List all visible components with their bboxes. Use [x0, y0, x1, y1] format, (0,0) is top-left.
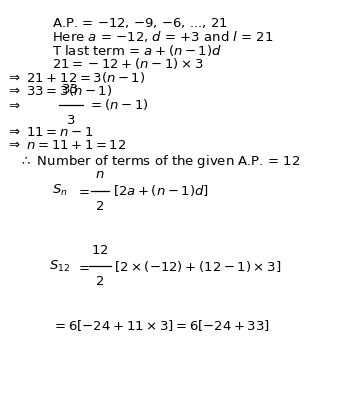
Text: $2$: $2$: [95, 200, 104, 213]
Text: 33: 33: [62, 83, 79, 96]
Text: $=$: $=$: [76, 184, 90, 197]
Text: $\Rightarrow$: $\Rightarrow$: [6, 98, 21, 111]
Text: 3: 3: [66, 114, 75, 127]
Text: $21 = -12 + (n - 1) \times 3$: $21 = -12 + (n - 1) \times 3$: [52, 56, 204, 71]
Text: $\Rightarrow$ $n = 11 + 1 = 12$: $\Rightarrow$ $n = 11 + 1 = 12$: [6, 139, 127, 152]
Text: $[2 \times (-12) + (12 - 1) \times 3]$: $[2 \times (-12) + (12 - 1) \times 3]$: [114, 259, 281, 274]
Text: Here $a$ = $-$12, $d$ = +3 and $l$ = 21: Here $a$ = $-$12, $d$ = +3 and $l$ = 21: [52, 29, 274, 44]
Text: $S_n$: $S_n$: [52, 183, 68, 198]
Text: $\Rightarrow$ $33 = 3(n - 1)$: $\Rightarrow$ $33 = 3(n - 1)$: [6, 83, 112, 98]
Text: $[2a + (n - 1)d]$: $[2a + (n - 1)d]$: [113, 183, 209, 198]
Text: $= (n - 1)$: $= (n - 1)$: [88, 97, 148, 112]
Text: $=$: $=$: [76, 259, 90, 273]
Text: A.P. = $-$12, $-$9, $-$6, ..., 21: A.P. = $-$12, $-$9, $-$6, ..., 21: [52, 16, 228, 30]
Text: $\Rightarrow$ $11 = n - 1$: $\Rightarrow$ $11 = n - 1$: [6, 126, 94, 139]
Text: $\Rightarrow$ $21 + 12 = 3(n - 1)$: $\Rightarrow$ $21 + 12 = 3(n - 1)$: [6, 70, 146, 85]
Text: $n$: $n$: [95, 168, 104, 181]
Text: $= 6[-24 + 11 \times 3] = 6[-24 + 33]$: $= 6[-24 + 11 \times 3] = 6[-24 + 33]$: [52, 318, 270, 334]
Text: $12$: $12$: [91, 244, 108, 257]
Text: $\therefore$ Number of terms of the given A.P. = 12: $\therefore$ Number of terms of the give…: [19, 153, 300, 170]
Text: T last term = $a + (n - 1)d$: T last term = $a + (n - 1)d$: [52, 43, 222, 58]
Text: $2$: $2$: [95, 275, 104, 288]
Text: $S_{12}$: $S_{12}$: [49, 259, 70, 274]
